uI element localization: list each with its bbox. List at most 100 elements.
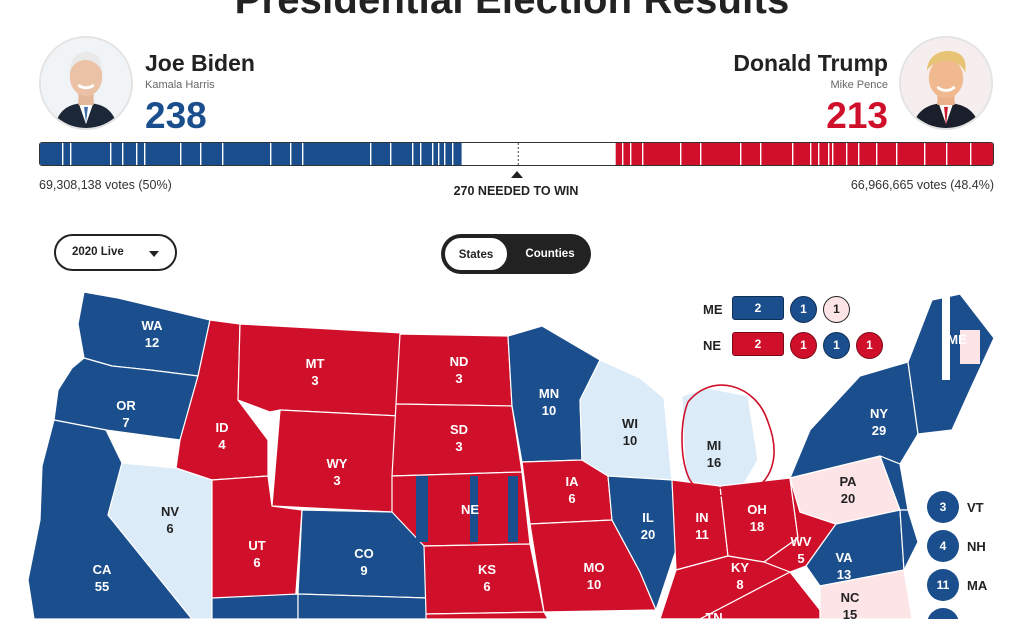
ev-bar-separator <box>760 143 762 165</box>
state-mt <box>237 323 421 417</box>
small-state-abbr: MA <box>967 578 988 593</box>
state-label-ut: UT <box>248 538 265 553</box>
state-label-ne: NE <box>461 502 479 517</box>
ev-bar-separator <box>642 143 644 165</box>
state-label-wy: WY <box>327 456 348 471</box>
state-ev-nc: 15 <box>843 607 857 619</box>
ev-bar-separator <box>222 143 224 165</box>
state-label-mn: MN <box>539 386 559 401</box>
ev-bar-separator <box>810 143 812 165</box>
ev-bar-separator <box>390 143 392 165</box>
state-ev-ks: 6 <box>483 579 490 594</box>
state-wi <box>579 359 673 481</box>
ev-bar-separator <box>122 143 124 165</box>
ev-bar-separator <box>444 143 446 165</box>
toggle-counties[interactable]: Counties <box>525 248 575 260</box>
state-ev-nv: 6 <box>166 521 173 536</box>
ev-bar-separator <box>370 143 372 165</box>
state-nd <box>395 333 513 407</box>
state-label-sd: SD <box>450 422 468 437</box>
state-label-id: ID <box>216 420 229 435</box>
state-ev-pa: 20 <box>841 491 855 506</box>
state-ev-mo: 10 <box>587 577 601 592</box>
state-ev-nd: 3 <box>455 371 462 386</box>
biden-avatar <box>39 36 133 130</box>
me-district-label: ME <box>703 302 723 317</box>
state-label-nc: NC <box>841 590 860 605</box>
small-state-ev: 3 <box>927 491 959 523</box>
ev-bar-separator <box>828 143 830 165</box>
ne-district-3[interactable]: 1 <box>856 332 883 359</box>
dem-candidate-name: Joe Biden <box>145 50 255 76</box>
ev-bar-separator <box>70 143 72 165</box>
small-state-abbr: VT <box>967 500 984 515</box>
state-or <box>53 357 199 441</box>
state-ev-wi: 10 <box>623 433 637 448</box>
ev-bar-separator <box>792 143 794 165</box>
state-tn <box>659 571 821 619</box>
state-label-wv: WV <box>791 534 812 549</box>
electoral-vote-bar <box>39 142 994 166</box>
ne-at-large-pill[interactable]: 2 <box>732 332 784 356</box>
state-label-me: ME <box>947 332 967 347</box>
rep-popular-votes: 66,966,665 votes (48.4%) <box>850 178 994 192</box>
me-at-large-pill[interactable]: 2 <box>732 296 784 320</box>
state-label-tn: TN <box>705 610 722 619</box>
toggle-states[interactable]: States <box>444 237 508 271</box>
ne-district-1[interactable]: 1 <box>790 332 817 359</box>
state-mi <box>681 387 759 495</box>
ev-bar-separator <box>180 143 182 165</box>
ne-district-2[interactable]: 1 <box>823 332 850 359</box>
rep-running-mate: Mike Pence <box>830 79 888 91</box>
ev-bar-separator <box>858 143 860 165</box>
ev-bar-separator <box>412 143 414 165</box>
ev-bar-separator <box>924 143 926 165</box>
state-label-wa: WA <box>142 318 164 333</box>
ev-bar-rep-segment <box>615 143 993 165</box>
ev-bar-separator <box>970 143 972 165</box>
state-ev-mi: 16 <box>707 455 721 470</box>
rep-electoral-votes: 213 <box>826 95 888 136</box>
state-label-mt: MT <box>306 356 325 371</box>
state-ev-ky: 8 <box>736 577 743 592</box>
state-ev-ia: 6 <box>568 491 575 506</box>
me-district-1[interactable]: 1 <box>790 296 817 323</box>
state-new-england <box>907 293 995 435</box>
ev-bar-separator <box>740 143 742 165</box>
ev-bar-separator <box>846 143 848 165</box>
state-label-co: CO <box>354 546 374 561</box>
state-ca <box>27 419 193 619</box>
state-label-pa: PA <box>839 474 857 489</box>
state-ev-wy: 3 <box>333 473 340 488</box>
state-ok <box>425 611 549 619</box>
dem-popular-votes: 69,308,138 votes (50%) <box>39 178 172 192</box>
state-ev-mt: 3 <box>311 373 318 388</box>
state-ev-ny: 29 <box>872 423 886 438</box>
election-year-value: 2020 Live <box>72 246 124 258</box>
ev-bar-separator <box>438 143 440 165</box>
state-md-de <box>899 509 919 571</box>
state-label-mi: MI <box>707 438 721 453</box>
state-ev-il: 20 <box>641 527 655 542</box>
election-year-select[interactable]: 2020 Live <box>54 234 177 271</box>
me-district-2[interactable]: 1 <box>823 296 850 323</box>
state-ev-id: 4 <box>218 437 226 452</box>
state-label-ia: IA <box>566 474 580 489</box>
small-state-ev-partial <box>927 608 959 619</box>
ne-district-label: NE <box>703 338 722 353</box>
ev-bar-separator <box>622 143 624 165</box>
ev-bar-separator <box>420 143 422 165</box>
state-ny <box>789 361 919 479</box>
state-ev-oh: 18 <box>750 519 764 534</box>
small-state-ev: 11 <box>927 569 959 601</box>
ev-bar-separator <box>270 143 272 165</box>
small-state-ev: 4 <box>927 530 959 562</box>
ev-bar-separator <box>136 143 138 165</box>
ev-bar-separator <box>630 143 632 165</box>
state-nm <box>297 593 429 619</box>
ev-bar-separator <box>896 143 898 165</box>
us-electoral-map: WA 12 OR 7 CA 55 NV 6 ID 4 MT 3 WY 3 UT 6 CO 9 ND 3 SD 3 NE KS 6… <box>0 280 1024 619</box>
state-label-or: OR <box>116 398 136 413</box>
dem-running-mate: Kamala Harris <box>145 79 215 91</box>
dem-electoral-votes: 238 <box>145 95 207 136</box>
